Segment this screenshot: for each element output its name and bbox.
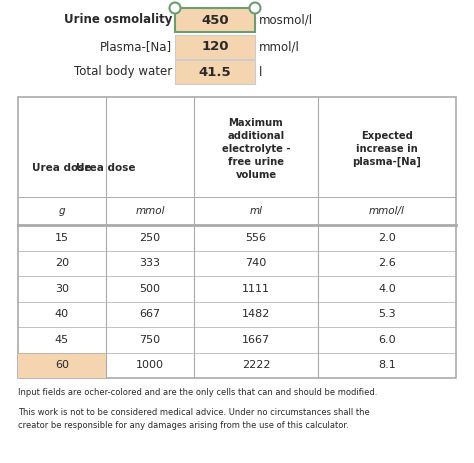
Text: 556: 556 <box>246 233 266 243</box>
Text: g: g <box>59 206 65 216</box>
Bar <box>175 8 255 32</box>
Circle shape <box>249 2 261 13</box>
Text: 333: 333 <box>139 258 161 268</box>
Text: ml: ml <box>249 206 263 216</box>
Text: 1111: 1111 <box>242 284 270 294</box>
Text: mmol/l: mmol/l <box>259 40 300 54</box>
Text: mosmol/l: mosmol/l <box>259 13 313 26</box>
Text: 4.0: 4.0 <box>378 284 396 294</box>
Text: Urea dose: Urea dose <box>32 163 92 173</box>
Text: 6.0: 6.0 <box>378 335 396 345</box>
Text: 20: 20 <box>55 258 69 268</box>
Text: 1667: 1667 <box>242 335 270 345</box>
Text: 120: 120 <box>201 40 229 54</box>
Bar <box>18 352 106 378</box>
Text: Expected
increase in
plasma-[Na]: Expected increase in plasma-[Na] <box>353 131 421 167</box>
Text: 1000: 1000 <box>136 360 164 370</box>
Text: mmol: mmol <box>135 206 165 216</box>
Text: 2.0: 2.0 <box>378 233 396 243</box>
Text: 30: 30 <box>55 284 69 294</box>
Text: Maximum
additional
electrolyte -
free urine
volume: Maximum additional electrolyte - free ur… <box>222 118 290 181</box>
Bar <box>175 60 255 84</box>
Text: 60: 60 <box>55 360 69 370</box>
Text: 250: 250 <box>139 233 161 243</box>
Text: 45: 45 <box>55 335 69 345</box>
Text: 5.3: 5.3 <box>378 309 396 319</box>
Text: Urine osmolality: Urine osmolality <box>64 13 172 26</box>
Text: This work is not to be considered medical advice. Under no circumstances shall t: This work is not to be considered medica… <box>18 408 370 430</box>
Text: 740: 740 <box>246 258 266 268</box>
Text: 500: 500 <box>139 284 161 294</box>
Bar <box>175 35 255 59</box>
Text: l: l <box>259 65 263 79</box>
Text: 2.6: 2.6 <box>378 258 396 268</box>
Text: Plasma-[Na]: Plasma-[Na] <box>100 40 172 54</box>
Text: 2222: 2222 <box>242 360 270 370</box>
Text: 41.5: 41.5 <box>199 65 231 79</box>
Text: 667: 667 <box>139 309 161 319</box>
Text: Urea dose: Urea dose <box>76 163 136 173</box>
Text: Input fields are ocher-colored and are the only cells that can and should be mod: Input fields are ocher-colored and are t… <box>18 388 377 397</box>
Text: 8.1: 8.1 <box>378 360 396 370</box>
Bar <box>18 97 456 378</box>
Text: 40: 40 <box>55 309 69 319</box>
Text: 750: 750 <box>139 335 161 345</box>
Text: 1482: 1482 <box>242 309 270 319</box>
Circle shape <box>170 2 181 13</box>
Text: Total body water: Total body water <box>74 65 172 79</box>
Text: 450: 450 <box>201 13 229 26</box>
Text: mmol/l: mmol/l <box>369 206 405 216</box>
Text: 15: 15 <box>55 233 69 243</box>
